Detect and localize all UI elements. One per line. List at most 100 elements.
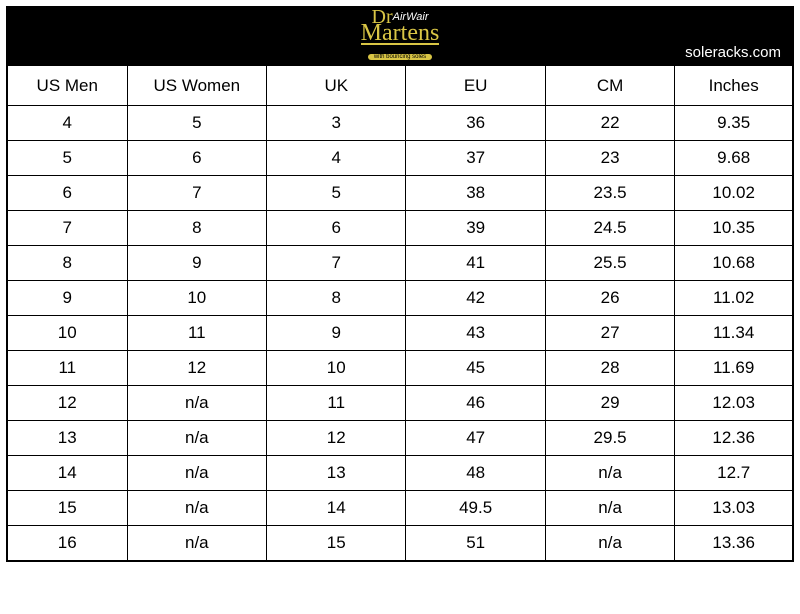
cell: 4 xyxy=(8,106,128,141)
cell: 11.69 xyxy=(675,351,793,386)
table-row: 15n/a1449.5n/a13.03 xyxy=(8,491,793,526)
cell: 27 xyxy=(545,316,674,351)
cell: 29.5 xyxy=(545,421,674,456)
cell: 8 xyxy=(127,211,267,246)
cell: 5 xyxy=(267,176,406,211)
table-row: 6753823.510.02 xyxy=(8,176,793,211)
table-row: 56437239.68 xyxy=(8,141,793,176)
cell: 12 xyxy=(8,386,128,421)
table-row: 111210452811.69 xyxy=(8,351,793,386)
cell: n/a xyxy=(127,456,267,491)
cell: 46 xyxy=(406,386,545,421)
cell: 37 xyxy=(406,141,545,176)
cell: 10 xyxy=(127,281,267,316)
cell: 49.5 xyxy=(406,491,545,526)
cell: 22 xyxy=(545,106,674,141)
cell: 10.68 xyxy=(675,246,793,281)
col-inches: Inches xyxy=(675,66,793,106)
table-header-row: US Men US Women UK EU CM Inches xyxy=(8,66,793,106)
col-us-men: US Men xyxy=(8,66,128,106)
cell: 3 xyxy=(267,106,406,141)
cell: 43 xyxy=(406,316,545,351)
table-row: 16n/a1551n/a13.36 xyxy=(8,526,793,561)
cell: 8 xyxy=(267,281,406,316)
brand-logo: DrAirWair Martens with bouncing soles xyxy=(361,10,440,63)
cell: 25.5 xyxy=(545,246,674,281)
cell: 51 xyxy=(406,526,545,561)
cell: n/a xyxy=(545,456,674,491)
cell: 11 xyxy=(267,386,406,421)
cell: 7 xyxy=(127,176,267,211)
cell: 48 xyxy=(406,456,545,491)
cell: 28 xyxy=(545,351,674,386)
size-table: US Men US Women UK EU CM Inches 45336229… xyxy=(7,65,793,561)
cell: n/a xyxy=(127,526,267,561)
cell: 39 xyxy=(406,211,545,246)
table-row: 10119432711.34 xyxy=(8,316,793,351)
table-row: 14n/a1348n/a12.7 xyxy=(8,456,793,491)
cell: 12.03 xyxy=(675,386,793,421)
cell: 6 xyxy=(267,211,406,246)
cell: 9.68 xyxy=(675,141,793,176)
cell: 14 xyxy=(267,491,406,526)
cell: 36 xyxy=(406,106,545,141)
table-row: 45336229.35 xyxy=(8,106,793,141)
cell: 5 xyxy=(127,106,267,141)
cell: 9.35 xyxy=(675,106,793,141)
cell: 12.7 xyxy=(675,456,793,491)
cell: 10.35 xyxy=(675,211,793,246)
logo-line2: Martens xyxy=(361,24,440,45)
table-row: 9108422611.02 xyxy=(8,281,793,316)
cell: 16 xyxy=(8,526,128,561)
table-body: 45336229.3556437239.686753823.510.027863… xyxy=(8,106,793,561)
cell: 41 xyxy=(406,246,545,281)
cell: 14 xyxy=(8,456,128,491)
cell: n/a xyxy=(127,386,267,421)
cell: 11 xyxy=(8,351,128,386)
cell: 11.34 xyxy=(675,316,793,351)
table-row: 8974125.510.68 xyxy=(8,246,793,281)
cell: 11.02 xyxy=(675,281,793,316)
cell: n/a xyxy=(545,491,674,526)
table-row: 12n/a11462912.03 xyxy=(8,386,793,421)
cell: 6 xyxy=(8,176,128,211)
cell: 45 xyxy=(406,351,545,386)
header-bar: DrAirWair Martens with bouncing soles so… xyxy=(7,7,793,65)
col-eu: EU xyxy=(406,66,545,106)
cell: 12 xyxy=(127,351,267,386)
cell: 23 xyxy=(545,141,674,176)
cell: 42 xyxy=(406,281,545,316)
cell: 11 xyxy=(127,316,267,351)
cell: 23.5 xyxy=(545,176,674,211)
cell: 13.03 xyxy=(675,491,793,526)
cell: 6 xyxy=(127,141,267,176)
cell: 13 xyxy=(8,421,128,456)
cell: 47 xyxy=(406,421,545,456)
cell: 38 xyxy=(406,176,545,211)
cell: 5 xyxy=(8,141,128,176)
cell: n/a xyxy=(127,491,267,526)
cell: 15 xyxy=(267,526,406,561)
cell: 13.36 xyxy=(675,526,793,561)
cell: 10 xyxy=(8,316,128,351)
cell: 26 xyxy=(545,281,674,316)
table-row: 13n/a124729.512.36 xyxy=(8,421,793,456)
cell: n/a xyxy=(127,421,267,456)
cell: 29 xyxy=(545,386,674,421)
col-cm: CM xyxy=(545,66,674,106)
cell: 15 xyxy=(8,491,128,526)
watermark-text: soleracks.com xyxy=(685,44,781,61)
cell: 10.02 xyxy=(675,176,793,211)
col-uk: UK xyxy=(267,66,406,106)
logo-subline: with bouncing soles xyxy=(368,54,432,60)
cell: 9 xyxy=(267,316,406,351)
cell: 13 xyxy=(267,456,406,491)
cell: 8 xyxy=(8,246,128,281)
col-us-women: US Women xyxy=(127,66,267,106)
table-row: 7863924.510.35 xyxy=(8,211,793,246)
cell: n/a xyxy=(545,526,674,561)
cell: 9 xyxy=(8,281,128,316)
cell: 4 xyxy=(267,141,406,176)
cell: 7 xyxy=(8,211,128,246)
cell: 12 xyxy=(267,421,406,456)
